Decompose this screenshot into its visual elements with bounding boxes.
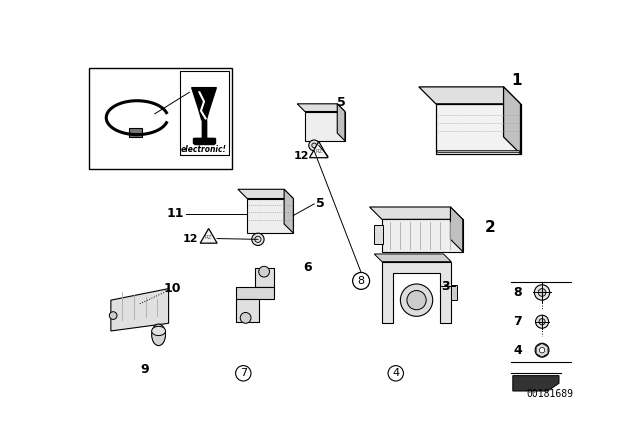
Polygon shape: [247, 198, 293, 233]
Text: 00181689: 00181689: [526, 389, 573, 399]
Ellipse shape: [540, 348, 545, 353]
Text: 5: 5: [337, 96, 346, 109]
Ellipse shape: [534, 285, 550, 300]
Ellipse shape: [240, 313, 251, 323]
Ellipse shape: [152, 326, 166, 336]
Ellipse shape: [401, 284, 433, 316]
Polygon shape: [202, 120, 205, 138]
Text: 1: 1: [511, 73, 522, 88]
Polygon shape: [504, 87, 520, 154]
Polygon shape: [193, 138, 215, 143]
Polygon shape: [382, 262, 451, 323]
Text: 12: 12: [183, 233, 198, 244]
Polygon shape: [536, 343, 548, 357]
Text: 8: 8: [358, 276, 365, 286]
Polygon shape: [297, 104, 345, 112]
Ellipse shape: [109, 312, 117, 319]
Text: RZ: RZ: [315, 149, 323, 154]
Text: 3: 3: [441, 280, 450, 293]
Polygon shape: [451, 207, 463, 252]
Polygon shape: [236, 299, 259, 322]
Polygon shape: [192, 88, 216, 120]
Text: 8: 8: [513, 286, 522, 299]
Polygon shape: [382, 220, 463, 252]
Polygon shape: [513, 375, 559, 391]
Ellipse shape: [308, 140, 319, 151]
Text: RZ: RZ: [205, 235, 212, 240]
Ellipse shape: [259, 266, 269, 277]
Ellipse shape: [535, 343, 549, 357]
Text: 9: 9: [140, 363, 149, 376]
Ellipse shape: [538, 289, 546, 296]
Polygon shape: [202, 120, 205, 138]
Text: 4: 4: [392, 368, 399, 378]
Polygon shape: [284, 189, 293, 233]
Text: 11: 11: [166, 207, 184, 220]
FancyBboxPatch shape: [129, 128, 143, 137]
Polygon shape: [111, 289, 168, 331]
Polygon shape: [200, 228, 217, 243]
FancyBboxPatch shape: [90, 68, 232, 169]
Polygon shape: [374, 254, 451, 262]
Text: 10: 10: [164, 282, 182, 295]
Polygon shape: [419, 87, 520, 104]
Text: 12: 12: [294, 151, 310, 161]
Text: 7: 7: [513, 315, 522, 328]
Ellipse shape: [539, 319, 545, 325]
Text: 2: 2: [484, 220, 495, 234]
Polygon shape: [437, 150, 519, 152]
Text: 5: 5: [316, 198, 325, 211]
Ellipse shape: [252, 233, 264, 246]
Polygon shape: [337, 104, 345, 141]
Polygon shape: [436, 104, 520, 154]
Ellipse shape: [152, 324, 166, 345]
Text: 7: 7: [240, 368, 247, 378]
Polygon shape: [255, 268, 274, 287]
Polygon shape: [194, 138, 214, 144]
FancyBboxPatch shape: [374, 225, 383, 244]
Text: 4: 4: [513, 344, 522, 357]
Text: 6: 6: [303, 261, 312, 274]
FancyBboxPatch shape: [451, 285, 458, 300]
Polygon shape: [305, 112, 345, 141]
FancyBboxPatch shape: [180, 71, 228, 155]
Polygon shape: [369, 207, 463, 220]
Polygon shape: [310, 142, 328, 158]
Ellipse shape: [407, 291, 426, 310]
Polygon shape: [236, 287, 274, 299]
Ellipse shape: [536, 315, 548, 328]
Text: electronic!: electronic!: [181, 145, 227, 154]
Polygon shape: [238, 189, 293, 198]
